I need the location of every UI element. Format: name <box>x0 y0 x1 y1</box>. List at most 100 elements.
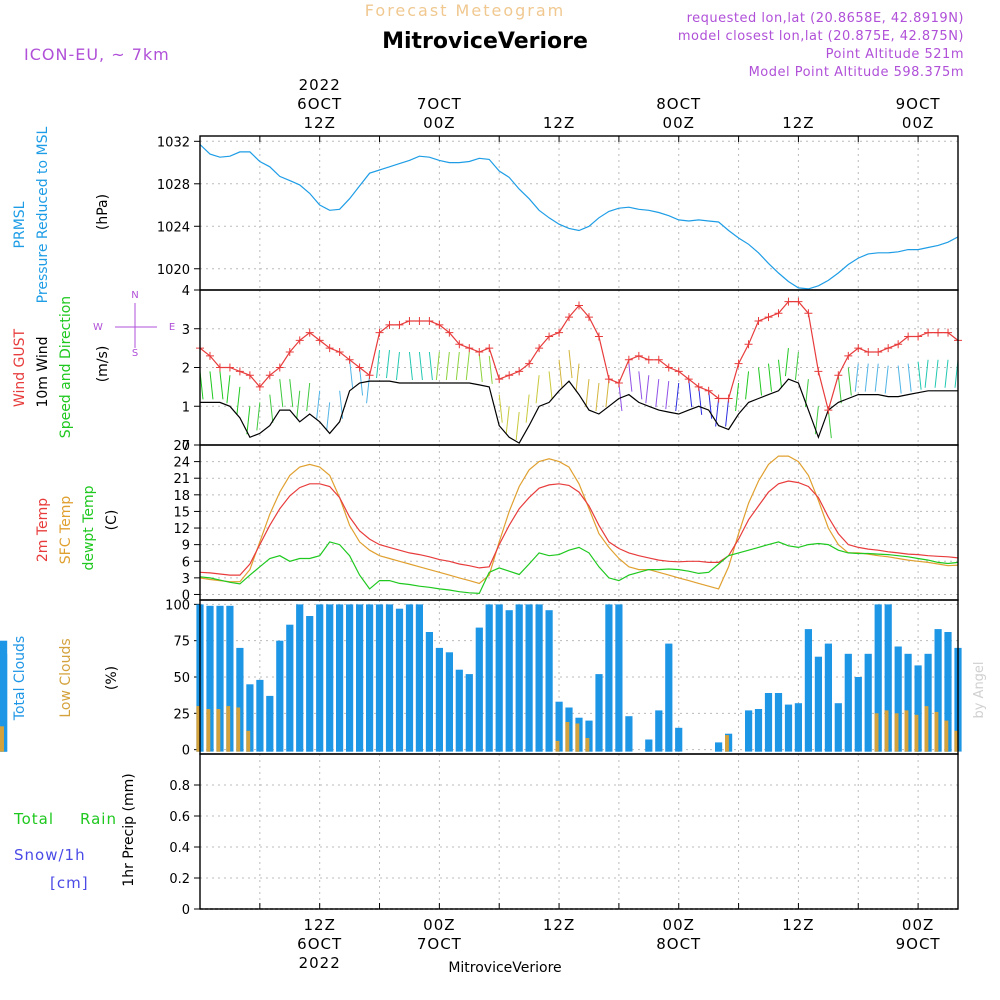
total-cloud-bar <box>545 610 553 752</box>
wind-gust-marker <box>804 309 813 318</box>
total-cloud-bar <box>874 604 882 752</box>
total-cloud-bar <box>346 604 354 752</box>
total-cloud-bar <box>655 710 663 752</box>
total-cloud-bar <box>764 693 773 752</box>
wind-direction-arrow <box>478 353 483 382</box>
wind-gust-marker <box>245 371 254 380</box>
closest-coords: model closest lon,lat (20.875E, 42.875N) <box>678 29 964 44</box>
wind-gust-marker <box>824 406 833 415</box>
wind-direction-arrow <box>827 410 832 439</box>
wind-direction-arrow <box>735 382 740 412</box>
temp-panel-frame <box>199 444 959 601</box>
wind-direction-arrow <box>408 351 413 381</box>
total-cloud-bar <box>336 604 344 752</box>
total-cloud-bar <box>306 616 314 752</box>
low-clouds-label: Low Clouds <box>58 638 74 717</box>
wind-gust-marker <box>475 348 484 356</box>
temp-tick-label: 18 <box>173 489 190 504</box>
time-label-top: 9OCT <box>896 95 941 113</box>
wind-direction-arrow <box>488 355 493 384</box>
pressure-tick-label: 1032 <box>157 135 190 150</box>
temp-sfc-label: SFC Temp <box>58 496 74 565</box>
wind-direction-arrow <box>535 375 540 404</box>
requested-coords: requested lon,lat (20.8658E, 42.8919N) <box>687 11 964 26</box>
total-cloud-bar <box>904 653 912 752</box>
total-cloud-bar <box>914 665 922 752</box>
wind-gust-marker <box>555 328 564 337</box>
low-cloud-bar <box>914 714 919 752</box>
total-cloud-bar <box>555 701 563 752</box>
wind-direction-arrow <box>568 350 573 379</box>
precip-panel-labels: Total Rain Snow/1h [cm] 1hr Precip (mm) <box>13 773 137 892</box>
temp-tick-label: 21 <box>173 472 190 487</box>
time-label-bottom: 00Z <box>663 916 695 934</box>
wind-direction-arrow <box>595 382 600 412</box>
wind-gust-marker <box>205 351 214 360</box>
wind-gust-marker <box>634 351 643 360</box>
wind-gust-marker <box>724 394 733 403</box>
wind-direction-arrow <box>359 367 364 396</box>
total-cloud-bar <box>455 669 463 752</box>
wind-gust-marker <box>305 328 314 337</box>
wind-gust-marker <box>644 355 653 364</box>
temp-2m-label: 2m Temp <box>35 498 51 562</box>
wind-gust-marker <box>295 336 304 345</box>
low-cloud-bar <box>944 720 949 752</box>
low-cloud-bar <box>904 710 909 752</box>
total-cloud-bar <box>0 640 8 752</box>
wind-direction-arrow <box>296 390 301 419</box>
time-label-top: 6OCT <box>297 95 342 113</box>
wind-direction-arrow <box>777 359 782 388</box>
wind-gust-marker <box>684 375 693 384</box>
wind-gust-marker <box>604 375 613 384</box>
total-cloud-bar <box>375 604 384 752</box>
wind-direction-arrow <box>256 402 261 431</box>
low-cloud-bar <box>196 706 201 752</box>
wind-direction-arrow <box>934 359 939 388</box>
total-cloud-bar <box>256 679 264 752</box>
total-cloud-bar <box>944 632 952 752</box>
low-cloud-bar <box>575 723 580 752</box>
total-cloud-bar <box>884 604 892 752</box>
plot-layer: 1020102410281032012340369121518212427025… <box>0 76 962 972</box>
wind-direction-arrow <box>269 394 274 423</box>
time-label-bottom: 12Z <box>543 916 575 934</box>
wind-direction-arrow <box>745 371 750 400</box>
wind-gust-marker <box>405 317 414 325</box>
wind-direction-arrow <box>655 379 660 408</box>
wind-direction-arrow <box>306 382 311 412</box>
wind-gust-marker <box>894 340 903 349</box>
pressure-label-msl: Pressure Reduced to MSL <box>35 126 51 303</box>
wind-direction-arrow <box>784 348 789 377</box>
wind-gust-marker <box>934 328 943 337</box>
time-label-top: 12Z <box>543 114 575 132</box>
wind-direction-arrow <box>428 351 433 381</box>
clouds-unit: (%) <box>104 666 120 690</box>
wind-gust-marker <box>674 367 683 376</box>
total-cloud-bar <box>854 677 862 752</box>
total-cloud-bar <box>385 604 394 752</box>
wind-gust-marker <box>764 313 773 322</box>
wind-gust-marker <box>495 375 504 384</box>
time-label-top: 00Z <box>663 114 695 132</box>
clouds-panel-labels: Total Clouds Low Clouds (%) <box>12 636 120 721</box>
wind-gust-marker <box>884 344 893 353</box>
precip-unit: 1hr Precip (mm) <box>121 773 137 886</box>
low-cloud-bar <box>924 706 929 752</box>
wind-direction-arrow <box>316 390 321 419</box>
low-cloud-bar <box>894 713 899 752</box>
compass-n: N <box>131 290 138 301</box>
wind-direction-arrow <box>289 379 294 408</box>
wind-direction-arrow <box>548 371 553 400</box>
temp-tick-label: 15 <box>173 505 190 520</box>
wind-gust-marker <box>485 344 494 353</box>
precip-tick-label: 0.2 <box>169 872 190 887</box>
wind-gust-marker <box>924 328 933 337</box>
wind-gust-marker <box>565 313 574 322</box>
pressure-label-prmsl: PRMSL <box>12 201 28 248</box>
wind-unit: (m/s) <box>95 346 111 383</box>
wind-gust-marker <box>385 320 394 329</box>
temp-tick-label: 6 <box>182 555 190 570</box>
wind-10m-line <box>200 378 958 444</box>
wind-gust-marker <box>704 386 713 395</box>
